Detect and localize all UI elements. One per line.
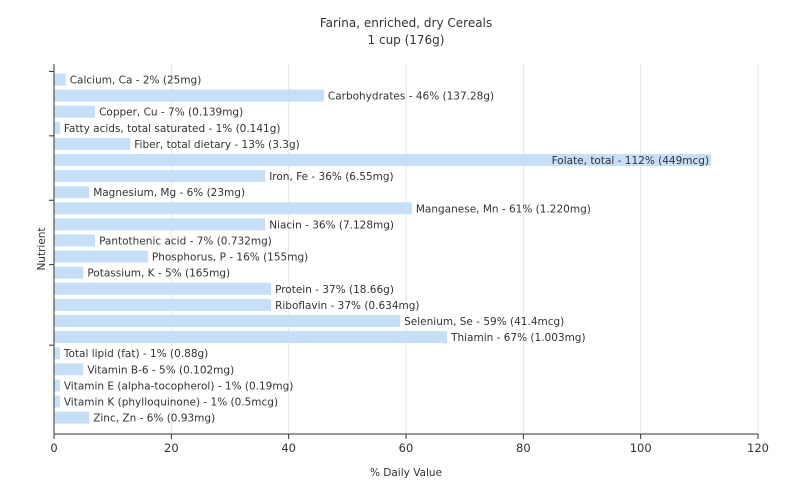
x-tick-label: 60 [399,441,414,455]
bar [54,331,448,344]
bar-label: Niacin - 36% (7.128mg) [269,219,394,231]
chart-title: Farina, enriched, dry Cereals [320,16,492,30]
bar [54,266,84,279]
bar [54,202,412,215]
bar-label: Calcium, Ca - 2% (25mg) [70,75,202,87]
bar [54,347,60,360]
bar-label: Iron, Fe - 36% (6.55mg) [269,171,393,183]
bar [54,73,66,86]
bar [54,121,60,134]
axes [49,64,758,435]
bar-label: Vitamin E (alpha-tocopherol) - 1% (0.19m… [64,380,294,392]
x-tick-label: 100 [630,441,652,455]
x-ticks: 0 20 40 60 80 100 120 [50,434,769,455]
bar-label: Pantothenic acid - 7% (0.732mg) [99,236,272,248]
bar-label: Fiber, total dietary - 13% (3.3g) [134,139,299,151]
bar [54,315,401,327]
bar [54,105,96,118]
bar-label: Phosphorus, P - 16% (155mg) [152,252,308,264]
x-tick-label: 80 [516,441,531,455]
bar-label: Protein - 37% (18.66g) [275,284,394,296]
bar [54,395,60,408]
bar [54,234,96,247]
bar-label: Folate, total - 112% (449mcg) [552,155,709,167]
bar [54,218,266,231]
bar-label: Riboflavin - 37% (0.634mg) [275,300,419,312]
bar-label: Magnesium, Mg - 6% (23mg) [93,187,245,199]
x-tick-label: 40 [281,441,296,455]
gridlines [170,64,759,434]
chart-subtitle: 1 cup (176g) [368,33,445,47]
bar-label: Selenium, Se - 59% (41.4mcg) [404,316,564,328]
bar-label: Vitamin K (phylloquinone) - 1% (0.5mcg) [64,397,278,409]
bar-label: Total lipid (fat) - 1% (0.88g) [63,348,208,360]
y-axis-title: Nutrient [36,227,48,270]
bar-label: Vitamin B-6 - 5% (0.102mg) [87,364,234,376]
bar-label: Fatty acids, total saturated - 1% (0.141… [64,123,281,135]
bar [54,298,272,311]
bar [54,379,60,392]
bar [54,411,90,424]
bar-label: Carbohydrates - 46% (137.28g) [328,91,494,103]
x-tick-label: 20 [164,441,179,455]
bar [54,137,131,150]
bar [54,363,84,376]
bar-label: Thiamin - 67% (1.003mg) [450,332,586,344]
bar-label: Copper, Cu - 7% (0.139mg) [99,107,243,119]
bar [54,89,324,102]
x-axis-title: % Daily Value [370,467,442,479]
bar [54,282,272,295]
bar [54,154,712,166]
bar [54,186,90,199]
x-tick-label: 0 [50,441,57,455]
bar-label: Manganese, Mn - 61% (1.220mg) [416,203,591,215]
bars: Calcium, Ca - 2% (25mg) Carbohydrates - 4… [54,73,712,425]
x-tick-label: 120 [747,441,769,455]
bar-label: Potassium, K - 5% (165mg) [87,268,230,280]
bar [54,170,266,183]
bar-label: Zinc, Zn - 6% (0.93mg) [93,413,215,425]
bar [54,250,148,263]
